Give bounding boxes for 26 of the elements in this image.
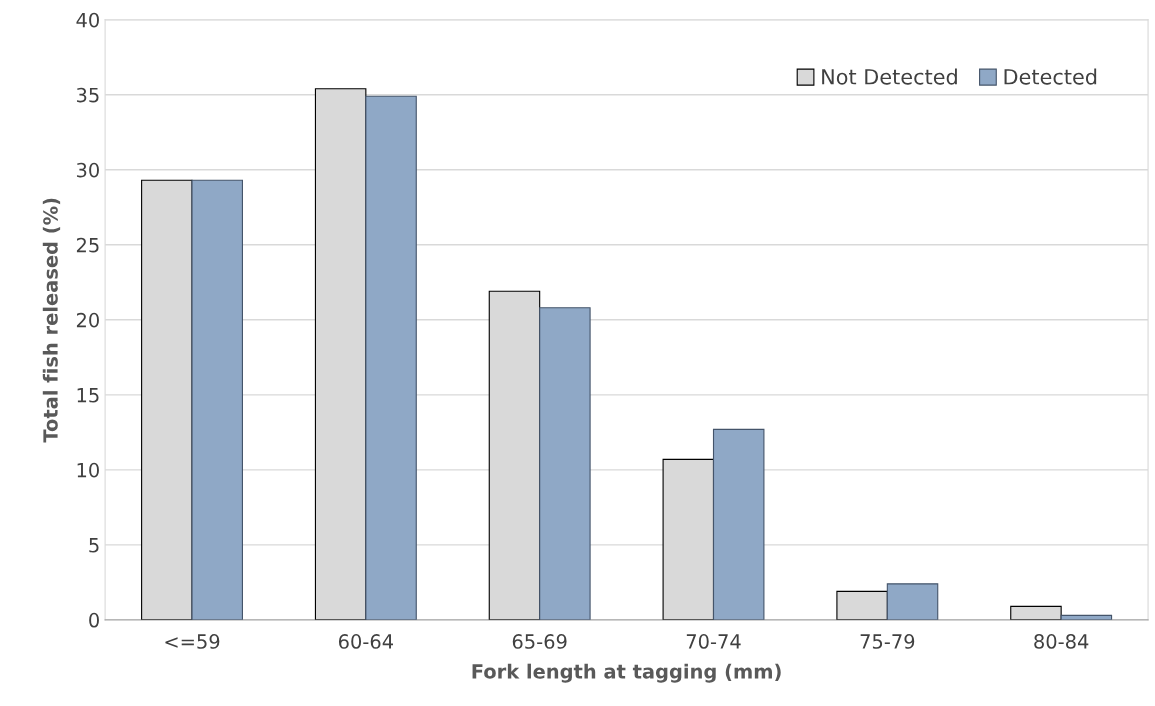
bar	[886, 583, 939, 620]
legend-label: Detected	[1004, 68, 1097, 85]
x-tick-label: 75-79	[860, 634, 915, 649]
y-tick-label: 0	[89, 612, 99, 628]
x-axis-title: Fork length at tagging (mm)	[472, 663, 781, 683]
bar	[365, 95, 417, 620]
y-tick-label: 20	[76, 312, 99, 328]
legend-label: Not Detected	[822, 68, 957, 85]
bar	[712, 428, 765, 620]
x-tick-label: 60-64	[338, 634, 394, 649]
x-tick-label: 65-69	[512, 634, 567, 649]
bar	[539, 307, 591, 620]
y-tick-label: 40	[76, 12, 99, 28]
bar	[191, 179, 243, 620]
y-tick-label: 25	[76, 237, 99, 253]
y-tick-label: 30	[76, 162, 99, 178]
x-tick-label: 80-84	[1034, 634, 1089, 649]
bar	[836, 590, 888, 620]
y-tick-label: 35	[76, 87, 99, 103]
bar	[1010, 605, 1062, 620]
y-axis-title: Total fish released (%)	[42, 198, 61, 443]
x-tick-label: <=59	[165, 634, 220, 649]
y-tick-label: 15	[77, 388, 99, 403]
x-tick-label: 70-74	[686, 634, 741, 649]
y-tick-label: 10	[77, 462, 99, 478]
y-tick-label: 5	[89, 538, 99, 553]
